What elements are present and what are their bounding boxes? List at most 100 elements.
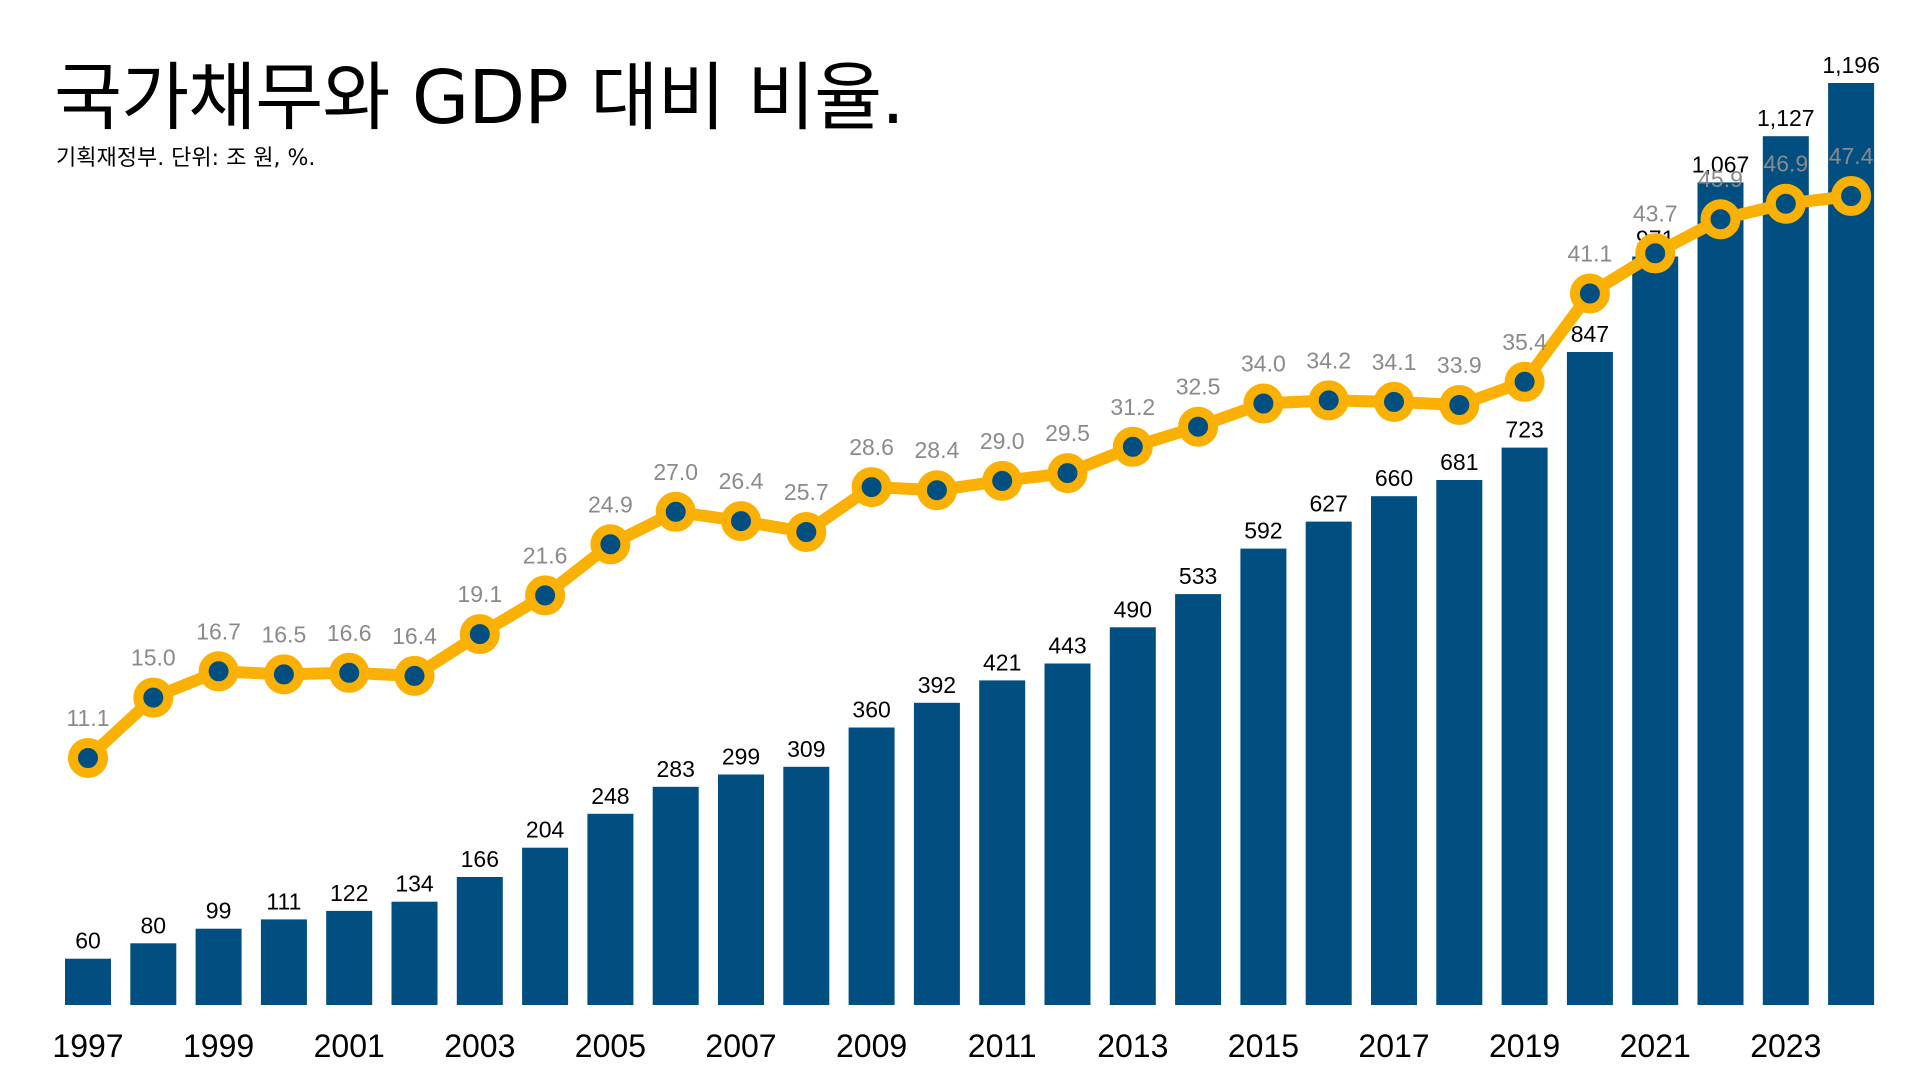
- debt-bar: [456, 877, 503, 1005]
- debt-bar: [65, 958, 111, 1005]
- ratio-point: [851, 467, 892, 508]
- debt-bar-label: 421: [983, 649, 1021, 675]
- x-tick-label: 2001: [314, 1028, 385, 1064]
- ratio-point: [329, 652, 370, 693]
- debt-bar-label: 681: [1440, 449, 1478, 475]
- debt-bar-label: 111: [266, 888, 301, 914]
- debt-bar-label: 134: [395, 871, 434, 897]
- debt-bar: [1566, 352, 1613, 1005]
- ratio-point: [263, 654, 304, 695]
- ratio-label: 15.0: [131, 645, 176, 671]
- chart-subtitle: 기획재정부. 단위: 조 원, %.: [56, 146, 316, 171]
- debt-bar-label: 248: [591, 783, 629, 809]
- debt-bar-label: 299: [722, 744, 760, 770]
- debt-bar-label: 723: [1505, 417, 1543, 443]
- ratio-label: 16.6: [327, 620, 372, 646]
- debt-bar-label: 847: [1571, 321, 1609, 347]
- x-tick-label: 1999: [183, 1028, 254, 1064]
- ratio-point: [1178, 406, 1219, 447]
- debt-bar-label: 1,067: [1692, 151, 1750, 177]
- ratio-label: 19.1: [457, 581, 502, 607]
- ratio-label: 34.1: [1372, 349, 1417, 375]
- x-tick-label: 2017: [1358, 1028, 1429, 1064]
- debt-bar: [1240, 548, 1287, 1005]
- ratio-label: 46.9: [1763, 151, 1808, 177]
- bars-layer: [65, 83, 1875, 1006]
- ratio-point: [1635, 233, 1676, 274]
- ratio-point: [1700, 199, 1741, 240]
- ratio-labels-layer: 11.1 15.0 16.7 16.5 16.6 16.4 19.1 21.6 24.9 27.0…: [66, 143, 1873, 731]
- ratio-label: 29.0: [980, 428, 1025, 454]
- debt-bar: [260, 919, 307, 1005]
- debt-bar-label: 60: [75, 928, 101, 954]
- ratio-point: [590, 524, 631, 565]
- debt-bar: [1044, 663, 1091, 1005]
- x-tick-label: 2019: [1489, 1028, 1560, 1064]
- debt-bar-label: 360: [852, 697, 890, 723]
- debt-bar: [326, 910, 373, 1005]
- ratio-point: [1439, 385, 1480, 425]
- debt-bar-label: 309: [787, 736, 825, 762]
- ratio-point: [655, 491, 696, 532]
- ratio-label: 34.0: [1241, 351, 1286, 377]
- x-tick-label: 1997: [52, 1028, 123, 1064]
- debt-bar: [1109, 627, 1156, 1005]
- x-tick-label: 2009: [836, 1028, 907, 1064]
- ratio-label: 26.4: [719, 468, 764, 494]
- x-tick-label: 2011: [968, 1028, 1037, 1064]
- x-tick-label: 2023: [1750, 1028, 1821, 1064]
- x-tick-label: 2003: [444, 1028, 515, 1064]
- ratio-label: 33.9: [1437, 352, 1482, 378]
- ratio-label: 28.6: [849, 434, 894, 460]
- debt-bar: [1828, 83, 1875, 1005]
- ratio-label: 31.2: [1110, 394, 1155, 420]
- ratio-point: [1504, 361, 1545, 402]
- ratio-line: [82, 190, 1858, 764]
- debt-bar: [391, 901, 438, 1005]
- x-axis: 1997 1999 2001 2003 2005 2007 2009 2011 2013 2015…: [52, 1028, 1821, 1064]
- ratio-point: [1569, 273, 1610, 314]
- ratio-point: [1112, 426, 1153, 467]
- debt-bar: [1371, 496, 1417, 1005]
- ratio-point: [982, 460, 1023, 501]
- debt-bar: [522, 847, 569, 1005]
- debt-bar-label: 99: [206, 898, 232, 924]
- debt-bar-label: 627: [1310, 491, 1348, 517]
- debt-bar-label: 490: [1114, 596, 1152, 622]
- debt-bar: [587, 813, 634, 1005]
- ratio-label: 25.7: [784, 479, 829, 505]
- ratio-label: 16.7: [196, 618, 241, 644]
- ratio-point: [133, 677, 174, 718]
- debt-bar: [1305, 521, 1352, 1005]
- debt-bar-label: 592: [1244, 518, 1282, 544]
- debt-bar-label: 283: [657, 756, 695, 782]
- ratio-label: 16.5: [262, 621, 307, 647]
- ratio-point: [1308, 380, 1349, 421]
- ratio-label: 21.6: [523, 542, 568, 568]
- ratio-label: 41.1: [1568, 241, 1613, 267]
- ratio-point: [721, 501, 761, 542]
- debt-bar: [1762, 136, 1809, 1005]
- debt-bar: [1697, 182, 1744, 1005]
- x-tick-label: 2005: [575, 1028, 646, 1064]
- ratio-line-layer: [68, 176, 1872, 778]
- ratio-point: [1374, 381, 1414, 422]
- debt-bar: [718, 774, 764, 1005]
- ratio-point: [1765, 183, 1806, 224]
- ratio-label: 11.1: [66, 705, 109, 731]
- ratio-point: [394, 655, 435, 696]
- ratio-label: 29.5: [1045, 420, 1090, 446]
- ratio-point: [1243, 383, 1284, 424]
- ratio-label: 24.9: [588, 491, 633, 517]
- ratio-label: 34.2: [1306, 347, 1351, 373]
- debt-bar-label: 166: [461, 846, 499, 872]
- debt-bar-label: 204: [526, 817, 565, 843]
- ratio-point: [68, 738, 108, 778]
- debt-bar-label: 392: [918, 672, 956, 698]
- chart-title: 국가채무와 GDP 대비 비율.: [54, 55, 905, 141]
- x-tick-label: 2015: [1228, 1028, 1299, 1064]
- ratio-label: 32.5: [1176, 374, 1221, 400]
- debt-bar-label: 1,196: [1822, 52, 1880, 78]
- ratio-label: 43.7: [1633, 200, 1678, 226]
